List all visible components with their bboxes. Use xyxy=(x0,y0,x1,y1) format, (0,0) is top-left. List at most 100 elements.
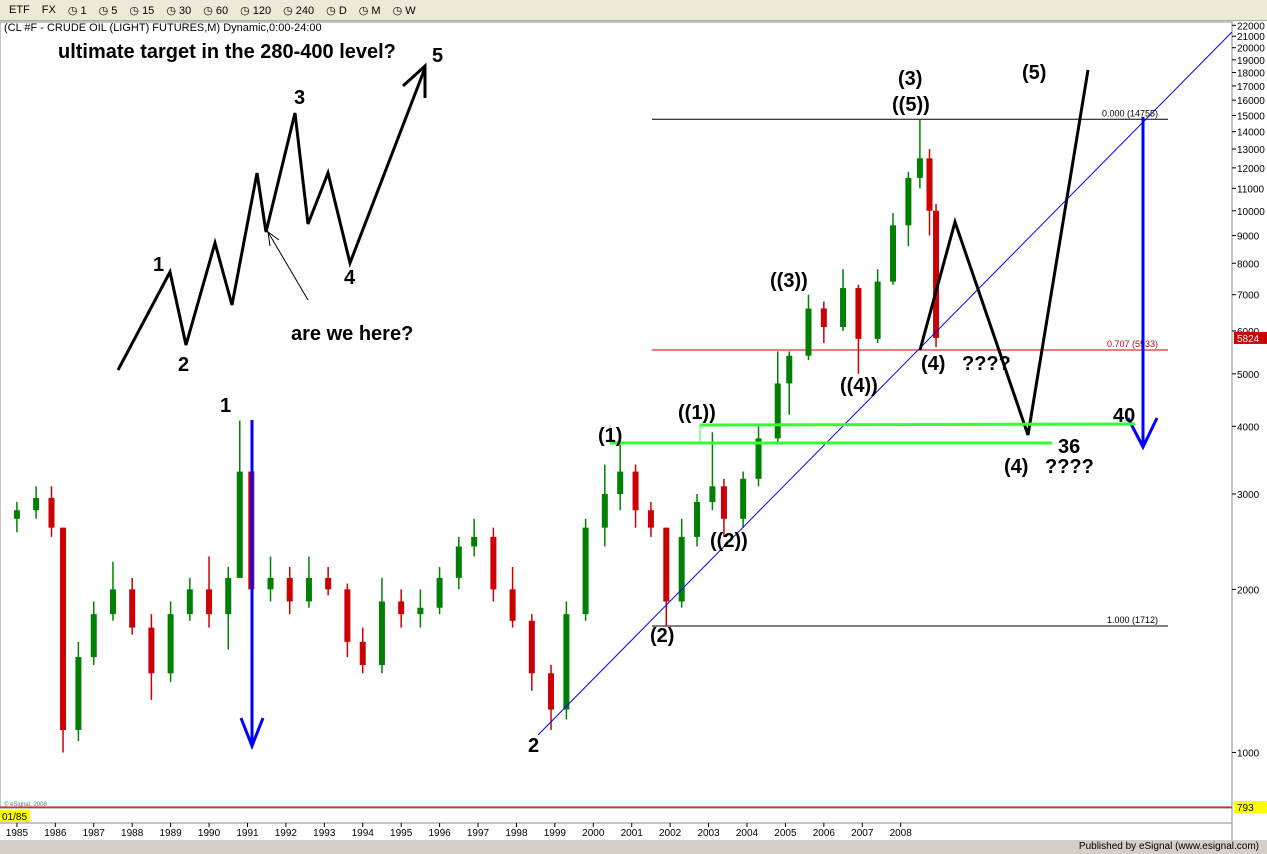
interval-button[interactable]: 240 xyxy=(280,4,317,17)
x-tick-label: 1986 xyxy=(44,828,67,839)
candle-body xyxy=(455,546,462,578)
x-tick-label: 1995 xyxy=(390,828,413,839)
x-tick-label: 2008 xyxy=(890,828,913,839)
candle-body xyxy=(601,493,608,528)
y-tick-label: 13000 xyxy=(1237,145,1265,156)
fib-label: 0.000 (14755) xyxy=(1102,108,1158,118)
candle-body xyxy=(720,486,727,519)
y-tick-label: 5000 xyxy=(1237,370,1260,381)
annotation: ((1)) xyxy=(678,402,716,424)
annotation: ((2)) xyxy=(710,530,748,552)
start-label-box xyxy=(0,810,30,822)
candle-body xyxy=(632,471,639,511)
candle-body xyxy=(694,501,701,537)
annotation: 2 xyxy=(178,354,189,376)
chart-title: (CL #F - CRUDE OIL (LIGHT) FUTURES,M) Dy… xyxy=(4,22,322,34)
interval-button[interactable]: 15 xyxy=(126,4,157,17)
y-tick-label: 21000 xyxy=(1237,32,1265,43)
candle-body xyxy=(926,158,933,211)
y-tick-label: 1000 xyxy=(1237,748,1260,759)
candle-body xyxy=(663,527,670,602)
x-tick-label: 1992 xyxy=(275,828,298,839)
interval-button[interactable]: 1 xyxy=(65,4,90,17)
bottom-value-label: 793 xyxy=(1237,803,1254,814)
interval-button[interactable]: M xyxy=(356,4,384,17)
x-tick-label: 1994 xyxy=(352,828,375,839)
candle-body xyxy=(678,536,685,602)
x-tick-label: 1997 xyxy=(467,828,490,839)
x-tick-label: 1988 xyxy=(121,828,144,839)
interval-button[interactable]: W xyxy=(390,4,419,17)
candle-body xyxy=(286,577,293,602)
bottom-value-box xyxy=(1234,801,1267,813)
wave-sketch xyxy=(116,67,427,371)
x-tick-label: 2007 xyxy=(851,828,874,839)
candle-body xyxy=(528,620,535,674)
toolbar-button[interactable]: FX xyxy=(41,4,56,16)
candle-body xyxy=(582,527,589,615)
y-tick-label: 11000 xyxy=(1237,184,1265,195)
toolbar-button[interactable]: ETF xyxy=(9,4,30,16)
candle-body xyxy=(905,177,912,226)
candle-body xyxy=(509,589,516,621)
candle-body xyxy=(305,577,312,602)
candle-body xyxy=(855,288,862,339)
annotation: (2) xyxy=(650,625,674,647)
candle-body xyxy=(548,673,555,710)
support-line xyxy=(699,422,1136,427)
interval-button[interactable]: 30 xyxy=(163,4,194,17)
annotation: 4 xyxy=(344,267,356,289)
candle-body xyxy=(874,281,881,339)
annotation: 5 xyxy=(432,45,443,67)
x-tick-label: 2006 xyxy=(813,828,836,839)
y-tick-label: 20000 xyxy=(1237,44,1265,55)
interval-button[interactable]: 5 xyxy=(96,4,121,17)
x-tick-label: 1996 xyxy=(428,828,451,839)
arrow-head xyxy=(267,230,280,247)
annotation: (4) xyxy=(1004,456,1028,478)
x-tick-label: 2002 xyxy=(659,828,682,839)
y-tick-label: 10000 xyxy=(1237,207,1265,218)
candle-body xyxy=(13,510,20,519)
trend-line xyxy=(537,31,1233,736)
candle-body xyxy=(740,478,747,519)
x-tick-label: 1989 xyxy=(159,828,182,839)
candle-body xyxy=(109,589,116,615)
annotation: (5) xyxy=(1022,62,1046,84)
x-tick-label: 1987 xyxy=(83,828,106,839)
arrow-head xyxy=(239,717,265,751)
annotation: 3 xyxy=(294,87,305,109)
annotation: ((3)) xyxy=(770,270,808,292)
candle-body xyxy=(148,627,155,674)
interval-button[interactable]: D xyxy=(323,4,350,17)
candle-body xyxy=(709,486,716,502)
last-price-box xyxy=(1234,331,1267,344)
x-tick-label: 1985 xyxy=(6,828,29,839)
y-tick-label: 15000 xyxy=(1237,111,1265,122)
interval-button[interactable]: 120 xyxy=(237,4,274,17)
candle-body xyxy=(225,577,232,615)
candle-body xyxy=(75,657,82,731)
annotation: 2 xyxy=(528,735,539,757)
annotation: (3) xyxy=(898,68,922,90)
annotation: 40 xyxy=(1113,405,1135,427)
y-tick-label: 8000 xyxy=(1237,259,1260,270)
candle-body xyxy=(471,536,478,547)
candle-body xyxy=(755,438,762,479)
y-tick-label: 2000 xyxy=(1237,585,1260,596)
candle-body xyxy=(490,536,497,590)
arrow-head xyxy=(1126,417,1159,451)
candle-body xyxy=(617,471,624,494)
x-tick-label: 2003 xyxy=(697,828,720,839)
x-tick-label: 1999 xyxy=(544,828,567,839)
last-price-label: 5824 xyxy=(1237,334,1260,345)
candle-body xyxy=(186,589,193,615)
plot-area xyxy=(0,21,1233,809)
toolbar: ETF FX 1 5 15 30 60 120 240 D M W xyxy=(0,0,1267,21)
interval-button[interactable]: 60 xyxy=(200,4,231,17)
annotation: 36 xyxy=(1058,436,1080,458)
annotation: are we here? xyxy=(291,323,413,345)
candle-body xyxy=(890,225,897,282)
candle-body xyxy=(805,308,812,356)
